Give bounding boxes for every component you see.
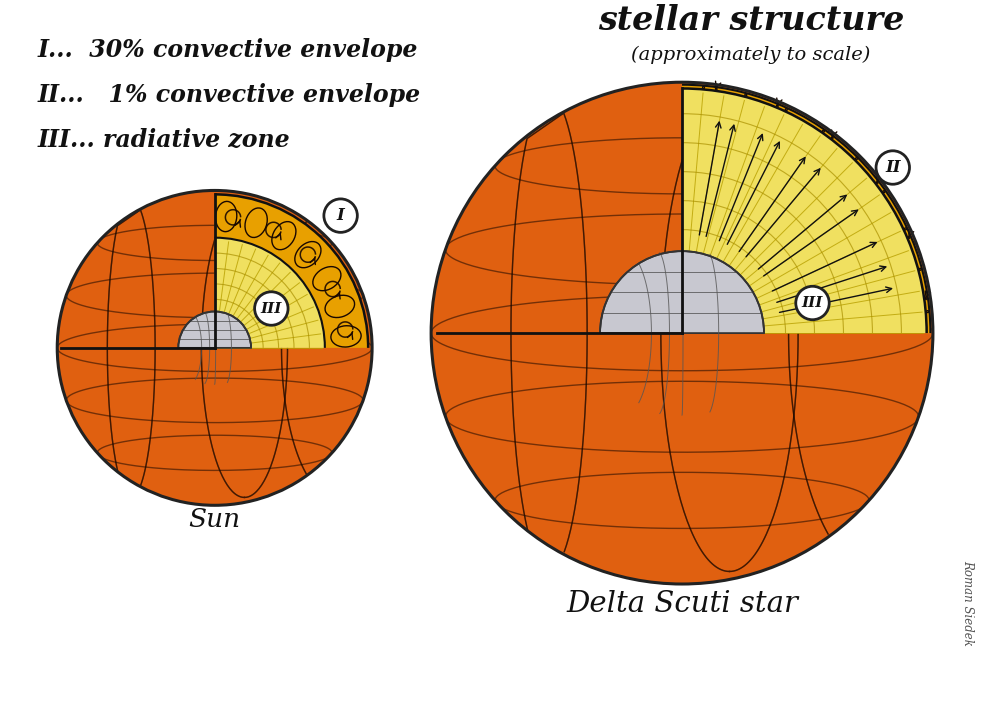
Circle shape xyxy=(324,199,357,233)
Text: Delta Scuti star: Delta Scuti star xyxy=(566,590,798,617)
Wedge shape xyxy=(215,194,368,348)
Text: (approximately to scale): (approximately to scale) xyxy=(631,45,871,64)
Text: III: III xyxy=(261,301,282,315)
Text: II...   1% convective envelope: II... 1% convective envelope xyxy=(38,83,421,107)
Circle shape xyxy=(57,190,372,506)
Circle shape xyxy=(255,292,288,325)
Wedge shape xyxy=(600,251,764,333)
Text: Roman Siedek: Roman Siedek xyxy=(961,560,974,646)
Circle shape xyxy=(431,82,933,584)
Circle shape xyxy=(796,286,829,320)
Text: III: III xyxy=(802,296,823,310)
Wedge shape xyxy=(682,85,930,333)
Wedge shape xyxy=(682,85,930,333)
Text: I...  30% convective envelope: I... 30% convective envelope xyxy=(38,37,418,62)
Text: III... radiative zone: III... radiative zone xyxy=(38,128,290,152)
Text: II: II xyxy=(885,159,901,176)
Wedge shape xyxy=(178,312,251,348)
Text: Sun: Sun xyxy=(189,507,241,532)
Text: I: I xyxy=(337,207,344,224)
Circle shape xyxy=(876,151,910,185)
Wedge shape xyxy=(215,238,325,348)
Text: stellar structure: stellar structure xyxy=(598,4,904,37)
